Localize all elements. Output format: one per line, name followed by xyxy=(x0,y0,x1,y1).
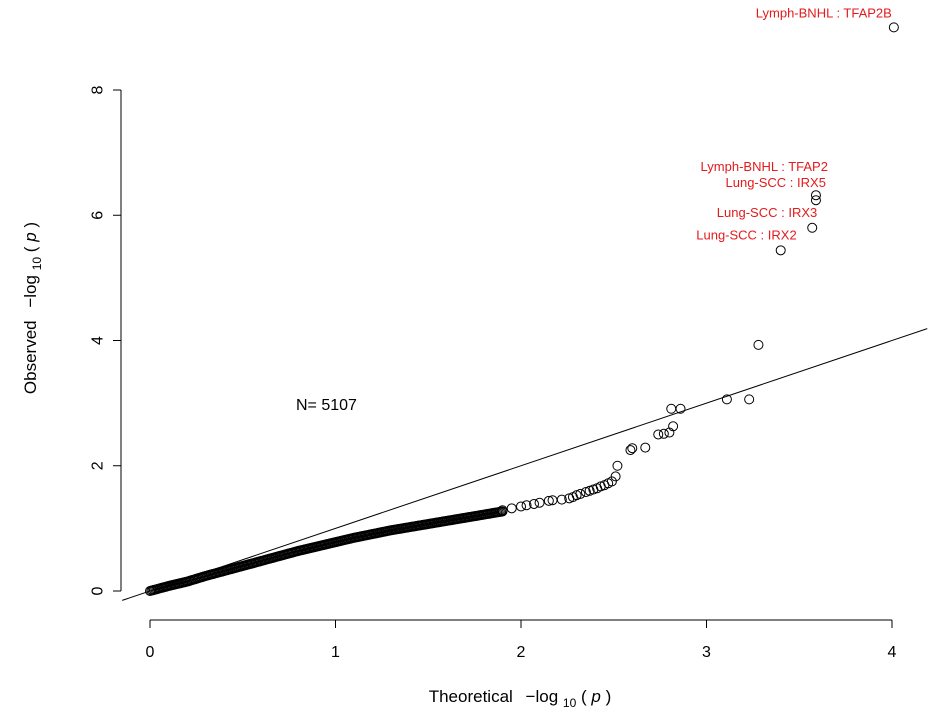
data-point xyxy=(516,501,526,512)
y-ticks: 0 2 4 6 8 xyxy=(90,85,121,595)
data-point xyxy=(580,487,591,498)
data-point xyxy=(658,428,669,439)
y-tick-label: 4 xyxy=(90,336,107,345)
x-axis-title: Theoretical −log 10 ( p ) xyxy=(429,687,612,711)
data-point xyxy=(653,429,664,440)
highlight-label: Lymph-BNHL : TFAP2B xyxy=(756,5,892,20)
x-tick-label: 3 xyxy=(702,644,711,661)
data-point xyxy=(610,471,621,482)
y-axis-title-open: ( xyxy=(21,246,40,252)
y-axis-title-math: −log xyxy=(21,275,40,308)
x-axis-title-open: ( xyxy=(581,687,587,706)
highlight-label: Lymph-BNHL : TFAP2 xyxy=(701,159,828,174)
data-point xyxy=(534,497,545,508)
data-point xyxy=(625,445,636,456)
y-axis-title-close: ) xyxy=(21,222,40,228)
x-axis-title-subscript: 10 xyxy=(563,696,577,710)
data-point xyxy=(564,493,575,504)
highlight-label: Lung-SCC : IRX5 xyxy=(726,175,826,190)
highlight-label: Lung-SCC : IRX3 xyxy=(717,205,817,220)
highlighted-point xyxy=(775,245,786,256)
y-axis-title-var: p xyxy=(21,232,40,242)
data-point xyxy=(543,495,554,506)
highlighted-point xyxy=(807,222,818,233)
data-point xyxy=(528,498,539,509)
data-point xyxy=(668,421,679,432)
y-tick-label: 2 xyxy=(90,461,107,470)
x-ticks: 0 1 2 3 4 xyxy=(146,620,897,661)
highlighted-point xyxy=(888,22,899,33)
x-axis-title-math: −log xyxy=(526,687,559,706)
x-tick-label: 1 xyxy=(331,644,340,661)
data-point xyxy=(753,339,764,350)
highlight-label: Lung-SCC : IRX2 xyxy=(696,227,796,242)
x-tick-label: 4 xyxy=(888,644,897,661)
data-point xyxy=(547,495,558,506)
data-points xyxy=(145,22,899,596)
reference-line xyxy=(122,328,928,601)
y-axis-title-prefix: Observed xyxy=(21,320,40,394)
data-point xyxy=(521,500,532,511)
highlighted-point xyxy=(810,195,821,206)
sample-size-annotation: N= 5107 xyxy=(296,397,357,414)
y-tick-label: 8 xyxy=(90,85,107,94)
data-point xyxy=(744,394,755,405)
x-axis-title-prefix: Theoretical xyxy=(429,687,513,706)
y-tick-label: 0 xyxy=(90,586,107,595)
y-tick-label: 6 xyxy=(90,211,107,220)
x-axis-title-close: ) xyxy=(606,687,612,706)
x-axis-title-var: p xyxy=(590,687,600,706)
data-point xyxy=(640,442,651,453)
data-point xyxy=(497,505,508,516)
data-point xyxy=(627,443,638,454)
data-point xyxy=(612,460,623,471)
x-tick-label: 2 xyxy=(517,644,526,661)
data-point xyxy=(664,427,675,438)
data-point xyxy=(506,503,517,514)
y-axis-title: Observed −log 10 ( p ) xyxy=(21,222,45,394)
highlighted-point xyxy=(810,190,821,201)
data-point xyxy=(721,394,732,405)
data-point xyxy=(666,403,677,414)
y-axis-title-subscript: 10 xyxy=(30,257,44,271)
x-tick-label: 0 xyxy=(146,644,155,661)
